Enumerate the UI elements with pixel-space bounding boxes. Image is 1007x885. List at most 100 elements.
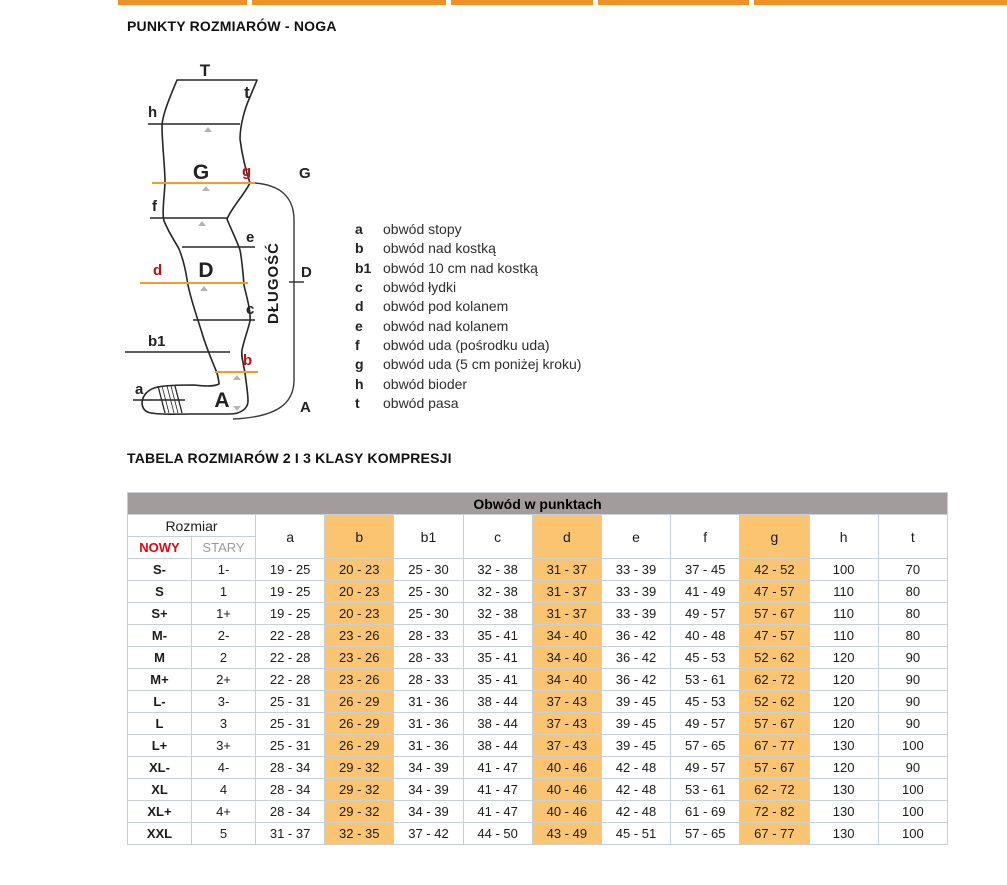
value-cell-f: 49 - 57 <box>670 712 741 735</box>
size-new-cell: XL- <box>127 756 192 779</box>
value-cell-h: 120 <box>808 646 879 669</box>
size-table: Obwód w punktach Rozmiar a b b1 c d e f g h t NOW… <box>127 492 949 845</box>
value-cell-c: 38 - 44 <box>462 690 533 713</box>
value-cell-e: 33 - 39 <box>600 602 672 625</box>
value-cell-h: 110 <box>808 602 879 625</box>
value-cell-d: 37 - 43 <box>531 734 602 757</box>
value-cell-e: 36 - 42 <box>600 624 672 647</box>
point-label-A-large: A <box>214 389 229 412</box>
legend-key-t: t <box>355 395 360 412</box>
bracket-label-A: A <box>300 399 311 416</box>
value-cell-a: 22 - 28 <box>254 624 326 647</box>
value-cell-t: 90 <box>877 668 949 691</box>
legend-desc-f: obwód uda (pośrodku uda) <box>383 337 550 354</box>
legend-desc-g: obwód uda (5 cm poniżej kroku) <box>383 356 582 373</box>
value-cell-t: 90 <box>877 646 949 669</box>
value-cell-b1: 34 - 39 <box>393 778 464 801</box>
legend-key-h: h <box>355 375 364 392</box>
size-old-cell: 2- <box>191 624 256 647</box>
value-cell-g: 67 - 77 <box>739 734 810 757</box>
page-title: PUNKTY ROZMIARÓW - NOGA <box>127 18 337 34</box>
point-label-e: e <box>246 229 254 246</box>
size-new-cell: L- <box>127 690 192 713</box>
column-header-e: e <box>600 514 672 559</box>
value-cell-f: 45 - 53 <box>670 646 741 669</box>
value-cell-c: 41 - 47 <box>462 778 533 801</box>
table-row-XL+: XL+ 4+ 28 - 34 29 - 32 34 - 39 41 - 47 40 - 46… <box>127 800 949 823</box>
size-old-cell: 4+ <box>191 800 256 823</box>
leg-diagram: T t h G g f e D d c b1 b a A G D A DŁUGO… <box>125 61 312 420</box>
value-cell-e: 39 - 45 <box>600 712 672 735</box>
legend-desc-t: obwód pasa <box>383 395 459 412</box>
column-header-f: f <box>670 514 741 559</box>
table-row-M: M 2 22 - 28 23 - 26 28 - 33 35 - 41 34 - 40 36 … <box>127 646 949 669</box>
nav-tab-segment-3[interactable] <box>451 0 593 5</box>
column-header-c: c <box>462 514 533 559</box>
value-cell-f: 57 - 65 <box>670 734 741 757</box>
size-new-cell: XXL <box>127 822 192 845</box>
legend-key-d: d <box>355 298 364 315</box>
nav-tab-segment-4[interactable] <box>598 0 749 5</box>
measurement-legend: a obwód stopy b obwód nad kostką b1 obwód 10 … <box>355 221 581 414</box>
column-header-b1: b1 <box>393 514 464 559</box>
value-cell-t: 100 <box>877 800 949 823</box>
size-old-cell: 3- <box>191 690 256 713</box>
size-new-cell: S <box>127 580 192 603</box>
legend-desc-d: obwód pod kolanem <box>383 298 509 315</box>
value-cell-f: 49 - 57 <box>670 756 741 779</box>
value-cell-a: 19 - 25 <box>254 558 326 581</box>
value-cell-g: 67 - 77 <box>739 822 810 845</box>
value-cell-b: 26 - 29 <box>324 712 395 735</box>
value-cell-h: 110 <box>808 624 879 647</box>
value-cell-h: 120 <box>808 712 879 735</box>
value-cell-b: 23 - 26 <box>324 668 395 691</box>
value-cell-d: 31 - 37 <box>531 580 602 603</box>
size-new-cell: M <box>127 646 192 669</box>
value-cell-b1: 25 - 30 <box>393 558 464 581</box>
value-cell-c: 38 - 44 <box>462 734 533 757</box>
value-cell-h: 110 <box>808 580 879 603</box>
value-cell-b1: 37 - 42 <box>393 822 464 845</box>
value-cell-c: 41 - 47 <box>462 756 533 779</box>
point-label-a: a <box>135 381 144 398</box>
table-row-L-: L- 3- 25 - 31 26 - 29 31 - 36 38 - 44 37 - 43 3… <box>127 690 949 713</box>
value-cell-h: 120 <box>808 756 879 779</box>
bracket-label-G: G <box>299 165 311 182</box>
value-cell-b: 26 - 29 <box>324 690 395 713</box>
point-label-G-large: G <box>193 161 209 184</box>
table-row-S+: S+ 1+ 19 - 25 20 - 23 25 - 30 32 - 38 31 - 37 3… <box>127 602 949 625</box>
direction-markers <box>198 127 241 411</box>
column-header-g: g <box>739 514 810 559</box>
point-label-g: g <box>242 163 251 180</box>
legend-key-e: e <box>355 317 363 334</box>
table-title: TABELA ROZMIARÓW 2 I 3 KLASY KOMPRESJI <box>127 450 452 466</box>
value-cell-d: 34 - 40 <box>531 624 602 647</box>
length-bracket <box>232 182 295 420</box>
value-cell-e: 39 - 45 <box>600 690 672 713</box>
legend-desc-e: obwód nad kolanem <box>383 317 509 334</box>
size-new-cell: M- <box>127 624 192 647</box>
value-cell-d: 37 - 43 <box>531 690 602 713</box>
value-cell-e: 33 - 39 <box>600 580 672 603</box>
value-cell-f: 57 - 65 <box>670 822 741 845</box>
value-cell-t: 70 <box>877 558 949 581</box>
value-cell-g: 57 - 67 <box>739 602 810 625</box>
value-cell-c: 38 - 44 <box>462 712 533 735</box>
size-new-cell: XL+ <box>127 800 192 823</box>
column-header-h: h <box>808 514 879 559</box>
table-row-S-: S- 1- 19 - 25 20 - 23 25 - 30 32 - 38 31 - 37 3… <box>127 558 949 581</box>
value-cell-g: 72 - 82 <box>739 800 810 823</box>
value-cell-g: 52 - 62 <box>739 690 810 713</box>
nav-tab-segment-1[interactable] <box>118 0 247 5</box>
table-row-L+: L+ 3+ 25 - 31 26 - 29 31 - 36 38 - 44 37 - 43 3… <box>127 734 949 757</box>
value-cell-g: 47 - 57 <box>739 624 810 647</box>
size-old-cell: 3 <box>191 712 256 735</box>
size-new-cell: XL <box>127 778 192 801</box>
value-cell-g: 62 - 72 <box>739 668 810 691</box>
value-cell-b1: 25 - 30 <box>393 580 464 603</box>
size-old-cell: 2+ <box>191 668 256 691</box>
nav-tab-segment-2[interactable] <box>252 0 446 5</box>
value-cell-f: 37 - 45 <box>670 558 741 581</box>
legend-desc-a: obwód stopy <box>383 221 462 237</box>
nav-tab-segment-5[interactable] <box>754 0 1007 5</box>
